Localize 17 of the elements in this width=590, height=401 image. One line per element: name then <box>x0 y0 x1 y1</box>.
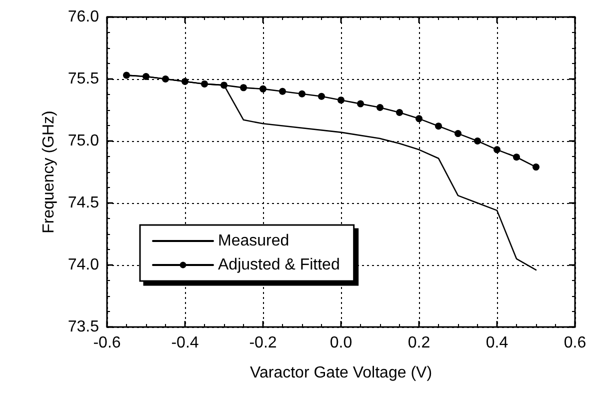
y-tick-label: 74.5 <box>68 194 100 212</box>
x-tick-label: 0.2 <box>408 334 430 352</box>
x-tick-label: -0.4 <box>171 334 199 352</box>
x-tick-label: -0.6 <box>93 334 121 352</box>
x-axis-title: Varactor Gate Voltage (V) <box>250 364 432 382</box>
x-tick-label: -0.2 <box>249 334 277 352</box>
y-axis-title: Frequency (GHz) <box>40 110 58 234</box>
legend-label: Adjusted & Fitted <box>218 256 340 274</box>
y-tick-label: 75.5 <box>68 70 100 88</box>
x-tick-label: 0.4 <box>486 334 508 352</box>
y-tick-label: 76.0 <box>68 8 100 26</box>
y-tick-label: 75.0 <box>68 132 100 150</box>
x-tick-label: 0.6 <box>564 334 586 352</box>
legend-label: Measured <box>218 232 290 250</box>
y-tick-label: 73.5 <box>68 318 100 336</box>
x-tick-label: 0.0 <box>330 334 352 352</box>
y-tick-label: 74.0 <box>68 256 100 274</box>
